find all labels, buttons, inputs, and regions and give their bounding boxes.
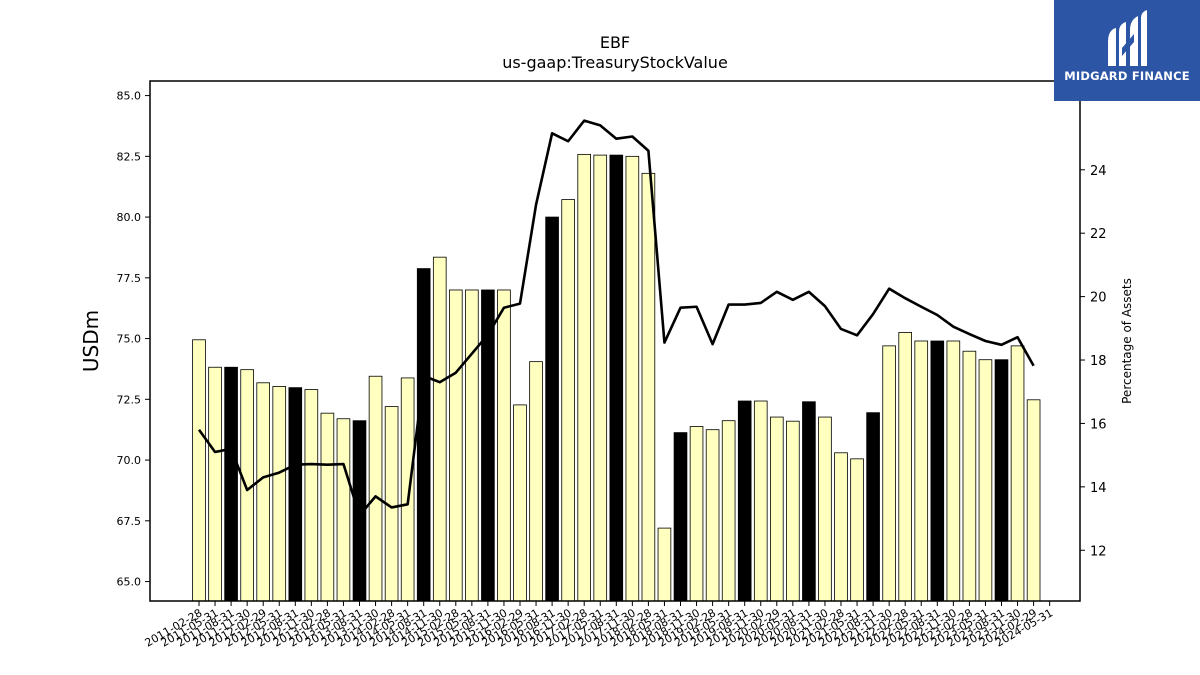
logo-text: MIDGARD FINANCE — [1064, 69, 1190, 83]
y-tick-label: 72.5 — [117, 393, 142, 406]
bar — [834, 452, 848, 602]
bar — [465, 289, 479, 602]
bar — [208, 366, 222, 602]
y-tick-label: 77.5 — [117, 272, 142, 285]
bar — [320, 412, 335, 602]
bar — [625, 155, 640, 602]
bar — [192, 339, 206, 602]
bar — [818, 416, 832, 602]
y2-tick-label: 12 — [1090, 544, 1107, 559]
bar — [866, 412, 880, 602]
bar — [786, 420, 800, 602]
bar — [497, 289, 511, 602]
bar — [224, 366, 238, 602]
bar — [1026, 399, 1041, 602]
bar — [1010, 345, 1025, 602]
logo-mark-icon — [1108, 10, 1147, 66]
y2-tick-label: 16 — [1090, 417, 1107, 432]
bar — [914, 340, 929, 602]
bar — [753, 400, 768, 602]
bar — [336, 418, 351, 602]
y2-tick-label: 24 — [1090, 164, 1107, 179]
bar — [850, 458, 864, 602]
bar — [513, 404, 527, 602]
y2-tick-label: 18 — [1090, 354, 1107, 369]
bar — [593, 154, 608, 602]
bar — [930, 340, 945, 602]
chart-subtitle: us-gaap:TreasuryStockValue — [502, 53, 728, 72]
y-tick-label: 67.5 — [117, 515, 142, 528]
y2-axis-label: Percentage of Assets — [1120, 278, 1134, 404]
bar — [657, 527, 672, 602]
chart-title: EBF — [600, 33, 630, 52]
bar — [432, 256, 447, 602]
bar — [288, 387, 303, 602]
bar — [770, 416, 784, 602]
y2-tick-label: 22 — [1090, 227, 1107, 242]
bar — [737, 400, 752, 602]
percentage-line-group — [197, 119, 1035, 517]
bar — [882, 345, 896, 602]
y-tick-label: 65.0 — [117, 576, 142, 589]
y-tick-label: 85.0 — [117, 90, 142, 103]
percentage-of-assets-line — [197, 119, 1035, 517]
bar — [256, 382, 270, 602]
y-axis-label: USDm — [79, 310, 103, 372]
bar — [400, 377, 415, 602]
bar — [577, 153, 591, 602]
y-tick-label: 70.0 — [117, 454, 142, 467]
bar — [721, 420, 736, 602]
bar — [705, 429, 720, 602]
axes-group: 65.0 67.5 70.0 72.5 75.0 77.5 80.0 82.5 85.0 12 14… — [117, 80, 1107, 650]
bar — [561, 199, 575, 602]
bar — [416, 268, 431, 602]
bars-group — [192, 153, 1041, 602]
bar — [802, 401, 816, 602]
bar — [304, 389, 319, 602]
y-tick-label: 82.5 — [117, 150, 142, 163]
bar — [368, 375, 383, 602]
y-tick-label: 75.0 — [117, 333, 142, 346]
bar — [994, 359, 1009, 602]
y-tick-label: 80.0 — [117, 211, 142, 224]
bar — [962, 350, 977, 602]
bar — [545, 216, 559, 602]
y2-tick-label: 20 — [1090, 291, 1107, 306]
bar — [673, 432, 688, 602]
plot-frame — [149, 80, 1081, 602]
bar — [898, 332, 912, 602]
bar — [641, 172, 656, 602]
midgard-finance-logo: MIDGARD FINANCE — [1054, 0, 1200, 101]
bar — [529, 361, 543, 602]
bar — [609, 154, 624, 602]
bar — [946, 340, 961, 602]
bar — [978, 359, 993, 602]
y2-tick-label: 14 — [1090, 481, 1107, 496]
bar — [272, 386, 287, 602]
bar — [689, 426, 704, 602]
bar — [448, 289, 463, 602]
